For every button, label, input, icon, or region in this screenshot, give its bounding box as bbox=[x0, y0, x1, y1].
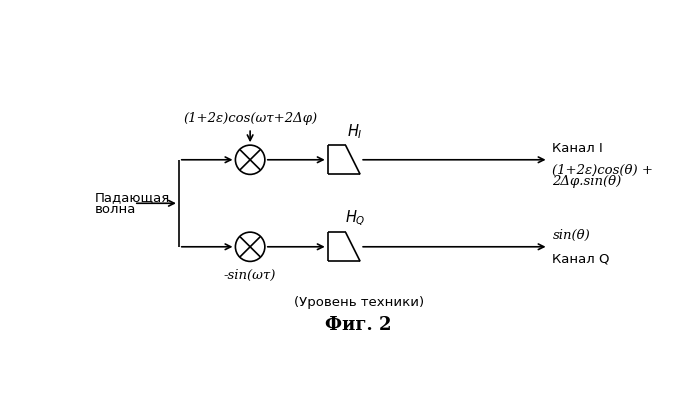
Text: $H_I$: $H_I$ bbox=[347, 123, 363, 141]
Text: Фиг. 2: Фиг. 2 bbox=[325, 316, 392, 334]
Text: -sin(ωτ): -sin(ωτ) bbox=[224, 269, 276, 282]
Text: (1+2ε)cos(θ) +: (1+2ε)cos(θ) + bbox=[552, 164, 654, 176]
Text: волна: волна bbox=[95, 203, 136, 216]
Text: 2Δφ.sin(θ): 2Δφ.sin(θ) bbox=[552, 175, 621, 188]
Text: sin(θ): sin(θ) bbox=[552, 229, 590, 242]
Text: Канал I: Канал I bbox=[552, 142, 603, 155]
Text: Канал Q: Канал Q bbox=[552, 253, 610, 266]
Text: (Уровень техники): (Уровень техники) bbox=[294, 296, 424, 309]
Text: (1+2ε)cos(ωτ+2Δφ): (1+2ε)cos(ωτ+2Δφ) bbox=[183, 112, 317, 125]
Text: $H_Q$: $H_Q$ bbox=[345, 209, 366, 228]
Text: Падающая: Падающая bbox=[95, 190, 171, 204]
